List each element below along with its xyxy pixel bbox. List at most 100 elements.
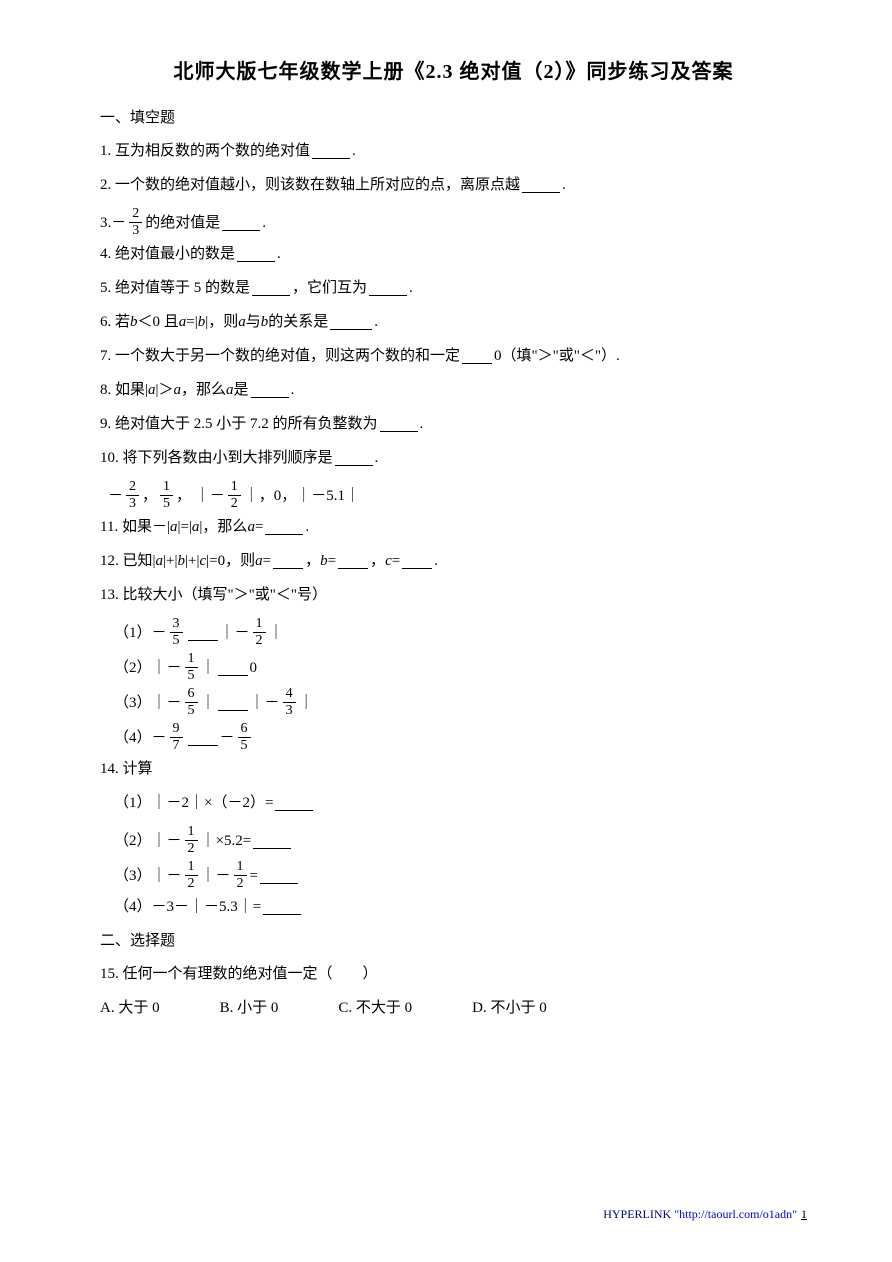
blank [237, 246, 275, 262]
fraction: 65 [185, 687, 198, 718]
q2-text: 2. 一个数的绝对值越小，则该数在数轴上所对应的点，离原点越 [100, 173, 520, 197]
fraction: 1 2 [228, 480, 241, 511]
post: ｜ [299, 691, 314, 715]
denominator: 5 [185, 668, 198, 683]
question-10: 10. 将下列各数由小到大排列顺序是. [100, 446, 807, 470]
post: ｜ [269, 621, 284, 645]
fraction: 65 [238, 722, 251, 753]
var-a: a [174, 378, 182, 402]
fraction: 97 [170, 722, 183, 753]
q3-post: . [262, 211, 266, 235]
question-13-2: （2） ｜－ 15 ｜ 0 [100, 652, 807, 683]
q12-pre: 12. 已知| [100, 549, 156, 573]
denominator: 3 [283, 703, 296, 718]
question-3: 3. － 2 3 的绝对值是. [100, 207, 807, 238]
q12-m1: |+| [163, 549, 177, 573]
numerator: 6 [185, 687, 198, 703]
q8-m1: |＞ [156, 378, 174, 402]
fraction: 43 [283, 687, 296, 718]
question-14-3: （3） ｜－ 12 ｜－ 12 = [100, 860, 807, 891]
page-number: 1 [801, 1207, 807, 1221]
numerator: 1 [185, 825, 198, 841]
blank [330, 314, 372, 330]
q11-m3: = [255, 515, 263, 539]
q11-m1: |=| [177, 515, 191, 539]
hyperlink-label: HYPERLINK [603, 1207, 674, 1221]
option-c: C. 不大于 0 [338, 996, 412, 1017]
question-14-1: （1） ｜－2｜×（－2）= [100, 791, 807, 815]
mid1: ｜ [201, 691, 216, 715]
numerator: 1 [185, 652, 198, 668]
denominator: 5 [238, 738, 251, 753]
q11-post: . [305, 515, 309, 539]
fraction: 12 [253, 617, 266, 648]
mid: ｜－ [220, 621, 250, 645]
q8-pre: 8. 如果| [100, 378, 148, 402]
footer: HYPERLINK "http://taourl.com/o1adn" 1 [603, 1207, 807, 1222]
fraction: 12 [185, 825, 198, 856]
denominator: 2 [234, 876, 247, 891]
fraction: 2 3 [126, 480, 139, 511]
var-b: b [198, 310, 206, 334]
blank [338, 553, 368, 569]
numerator: 3 [170, 617, 183, 633]
q6-m5: 的关系是 [268, 310, 328, 334]
fraction: 12 [234, 860, 247, 891]
pre: － [152, 621, 167, 645]
section-heading-2: 二、选择题 [100, 929, 807, 950]
q8-m2: ，那么 [181, 378, 226, 402]
var-b: b [130, 310, 138, 334]
var-a: a [179, 310, 187, 334]
option-b: B. 小于 0 [220, 996, 279, 1017]
document-title: 北师大版七年级数学上册《2.3 绝对值（2）》同步练习及答案 [100, 55, 807, 84]
blank [251, 382, 289, 398]
var-b: b [261, 310, 269, 334]
fraction: 12 [185, 860, 198, 891]
sep: ， ｜－ [176, 484, 225, 508]
q6-m3: |，则 [205, 310, 238, 334]
fraction: 2 3 [129, 207, 142, 238]
q11-m2: |，那么 [199, 515, 247, 539]
var-a: a [156, 549, 164, 573]
denominator: 3 [129, 223, 142, 238]
blank [188, 730, 218, 746]
q6-post: . [374, 310, 378, 334]
question-10-data: － 2 3 ， 1 5 ， ｜－ 1 2 ｜，0，｜－5.1｜ [100, 480, 807, 511]
blank [222, 215, 260, 231]
var-c: c [199, 549, 206, 573]
numerator: 4 [283, 687, 296, 703]
numerator: 1 [160, 480, 173, 496]
blank [260, 868, 298, 884]
minus-sign: － [111, 211, 126, 235]
expr: －3－｜－5.3｜= [152, 895, 262, 919]
paren-label: （2） [114, 656, 152, 680]
fraction: 1 5 [160, 480, 173, 511]
sep: ， [305, 549, 320, 573]
mid: ｜ [201, 656, 216, 680]
pre: ｜－ [152, 864, 182, 888]
denominator: 5 [170, 633, 183, 648]
var-a: a [192, 515, 200, 539]
question-7: 7. 一个数大于另一个数的绝对值，则这两个数的和一定 0（填"＞"或"＜"）. [100, 344, 807, 368]
q1-text: 1. 互为相反数的两个数的绝对值 [100, 139, 310, 163]
question-9: 9. 绝对值大于 2.5 小于 7.2 的所有负整数为. [100, 412, 807, 436]
paren-label: （1） [114, 791, 152, 815]
blank [253, 833, 291, 849]
q3-mid: 的绝对值是 [145, 211, 220, 235]
blank [273, 553, 303, 569]
q5-mid: ，它们互为 [292, 276, 367, 300]
q4-text: 4. 绝对值最小的数是 [100, 242, 235, 266]
var-a: a [170, 515, 178, 539]
var-c: c [385, 549, 392, 573]
hyperlink-url[interactable]: "http://taourl.com/o1adn" [674, 1207, 797, 1221]
option-d: D. 不小于 0 [472, 996, 547, 1017]
question-5: 5. 绝对值等于 5 的数是 ，它们互为. [100, 276, 807, 300]
question-1: 1. 互为相反数的两个数的绝对值. [100, 139, 807, 163]
blank [335, 450, 373, 466]
q7-pre: 7. 一个数大于另一个数的绝对值，则这两个数的和一定 [100, 344, 460, 368]
question-14-4: （4） －3－｜－5.3｜= [100, 895, 807, 919]
q11-pre: 11. 如果－| [100, 515, 170, 539]
sep: ｜，0，｜－5.1｜ [244, 484, 360, 508]
paren-label: （4） [114, 726, 152, 750]
q7-post: 0（填"＞"或"＜"）. [494, 344, 620, 368]
